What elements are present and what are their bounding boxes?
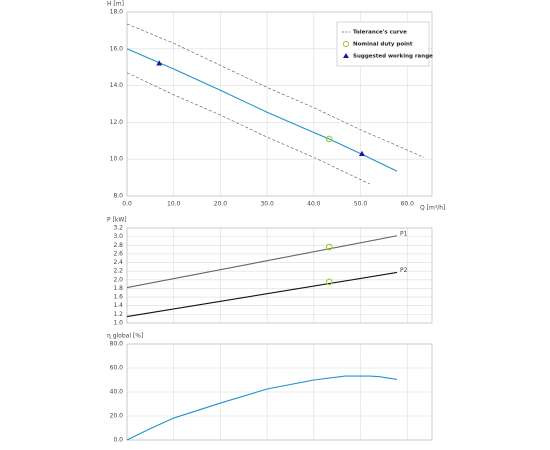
- y-tick-label: 2.4: [113, 259, 123, 266]
- y-axis-label: H [m]: [107, 1, 124, 8]
- y-axis-label: η global [%]: [107, 333, 143, 340]
- y-tick-label: 1.8: [113, 285, 123, 292]
- y-tick-label: 2.8: [113, 242, 123, 249]
- legend-label: Suggested working range: [353, 54, 433, 60]
- y-tick-label: 16.0: [110, 45, 124, 52]
- marker-triangle: [156, 60, 163, 66]
- marker-circle: [325, 243, 333, 251]
- y-tick-label: 3.2: [113, 225, 123, 232]
- marker-triangle: [358, 150, 365, 157]
- plot-frame: [126, 343, 433, 441]
- y-tick-label: 18.0: [110, 9, 124, 16]
- y-tick-label: 3.0: [113, 233, 123, 240]
- legend-box: [336, 21, 430, 67]
- x-tick-label: 0.0: [122, 201, 132, 208]
- tolerance-curve: [126, 72, 371, 185]
- y-tick-label: 1.4: [113, 302, 123, 309]
- y-tick-label: 0.0: [113, 437, 123, 444]
- x-tick-label: 40.0: [307, 201, 321, 208]
- y-tick-label: 2.2: [113, 268, 123, 275]
- y-tick-label: 14.0: [110, 82, 124, 89]
- x-tick-label: 30.0: [260, 201, 274, 208]
- y-tick-label: 1.6: [113, 294, 123, 301]
- tolerance-curve: [126, 23, 425, 158]
- y-axis-label: P [kW]: [107, 217, 127, 224]
- legend-label: Nominal duty point: [353, 42, 413, 48]
- legend-swatch: [342, 40, 350, 48]
- y-tick-label: 1.2: [113, 311, 123, 318]
- y-tick-label: 10.0: [110, 156, 124, 163]
- y-tick-label: 1.0: [113, 320, 123, 327]
- x-tick-label: 10.0: [167, 201, 181, 208]
- series-line: [126, 235, 398, 289]
- series-label: P2: [400, 267, 408, 274]
- x-tick-label: 20.0: [214, 201, 228, 208]
- x-axis-label: Q [m³/h]: [420, 205, 445, 212]
- y-tick-label: 60.0: [110, 365, 124, 372]
- series-line: [126, 48, 398, 172]
- series-line: [126, 375, 398, 441]
- plot-frame: [126, 11, 433, 197]
- legend-label: Tolerance's curve: [353, 30, 407, 36]
- series-line: [126, 271, 398, 318]
- x-tick-label: 50.0: [354, 201, 368, 208]
- y-tick-label: 80.0: [110, 341, 124, 348]
- y-tick-label: 8.0: [113, 193, 123, 200]
- marker-circle: [325, 278, 333, 286]
- y-tick-label: 20.0: [110, 413, 124, 420]
- plot-frame: [126, 227, 433, 324]
- series-label: P1: [400, 230, 408, 237]
- y-tick-label: 2.0: [113, 276, 123, 283]
- legend: Tolerance's curve Nominal duty point Sugge…: [336, 21, 433, 67]
- y-tick-label: 12.0: [110, 119, 124, 126]
- y-tick-label: 2.6: [113, 250, 123, 257]
- legend-swatch: [343, 53, 349, 58]
- x-tick-label: 60.0: [401, 201, 415, 208]
- marker-circle: [325, 135, 333, 143]
- y-tick-label: 40.0: [110, 389, 124, 396]
